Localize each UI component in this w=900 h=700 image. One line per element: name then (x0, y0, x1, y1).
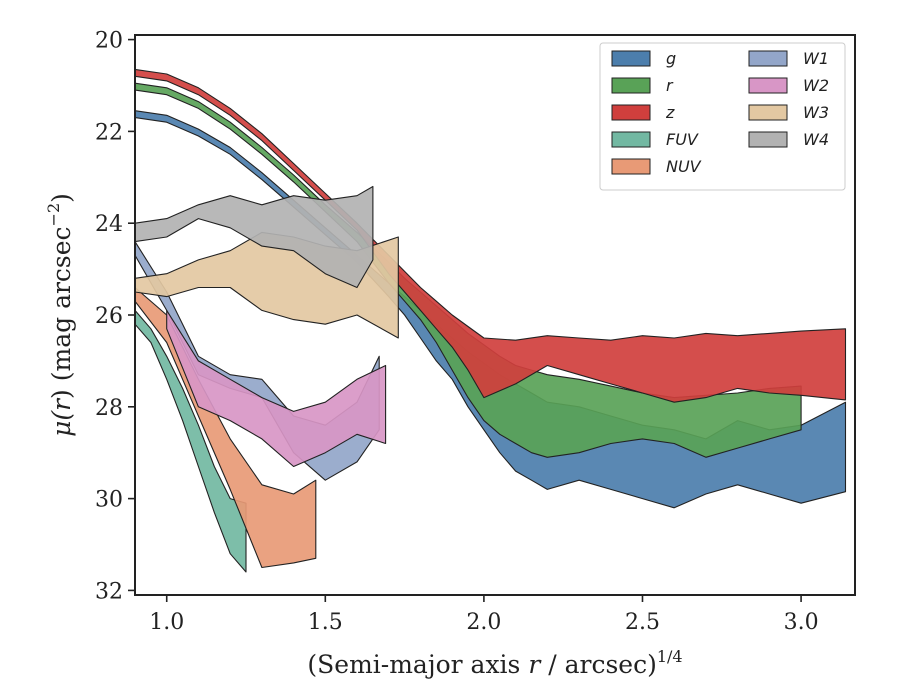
legend-item-r: r (611, 76, 674, 95)
legend-item-w2: W2 (748, 76, 829, 95)
y-tick-label: 26 (95, 304, 123, 329)
legend-item-w3: W3 (748, 103, 829, 122)
band-w4 (135, 185, 374, 289)
y-tick-label: 22 (95, 120, 123, 145)
band-w2 (166, 309, 387, 468)
legend-swatch (611, 104, 651, 121)
x-tick-label: 1.5 (308, 610, 343, 635)
x-tick-label: 2.0 (466, 610, 501, 635)
legend-label: NUV (666, 157, 702, 176)
legend-item-g: g (611, 49, 676, 68)
legend: grz FUV NUV W1 W2 W3 W4 (599, 42, 846, 191)
y-tick-label: 32 (95, 579, 123, 604)
legend-label: W3 (803, 103, 829, 122)
y-tick-label: 28 (95, 396, 123, 421)
x-tick-label: 2.5 (625, 610, 660, 635)
x-axis-label: (Semi-major axis r / arcsec)1/4 (307, 647, 682, 679)
legend-label: g (666, 49, 676, 68)
y-tick-label: 20 (95, 29, 123, 54)
x-tick-label: 1.0 (149, 610, 184, 635)
legend-label: W4 (803, 130, 829, 149)
y-tick-label: 24 (95, 212, 123, 237)
y-axis: 20 22 24 26 28 30 32 (95, 29, 135, 604)
legend-label: z (665, 103, 675, 122)
legend-label: r (666, 76, 674, 95)
legend-label: FUV (666, 130, 699, 149)
legend-swatch (748, 77, 788, 94)
legend-swatch (611, 77, 651, 94)
legend-swatch (611, 50, 651, 67)
y-axis-label: μ(r) (mag arcsec−2) (44, 193, 76, 437)
legend-item-fuv: FUV (611, 130, 699, 149)
legend-label: W2 (803, 76, 829, 95)
legend-swatch (748, 131, 788, 148)
legend-swatch (748, 50, 788, 67)
legend-swatch (611, 131, 651, 148)
band-fuv (135, 309, 247, 573)
legend-item-z: z (611, 103, 675, 122)
legend-item-w1: W1 (748, 49, 829, 68)
x-tick-label: 3.0 (784, 610, 819, 635)
band-areas (135, 68, 847, 573)
legend-label: W1 (803, 49, 829, 68)
legend-swatch (611, 158, 651, 175)
x-axis: 1.0 1.5 2.0 2.5 3.0 (149, 595, 819, 635)
legend-item-w4: W4 (748, 130, 829, 149)
y-tick-label: 30 (95, 488, 123, 513)
legend-item-nuv: NUV (611, 157, 702, 176)
legend-swatch (748, 104, 788, 121)
